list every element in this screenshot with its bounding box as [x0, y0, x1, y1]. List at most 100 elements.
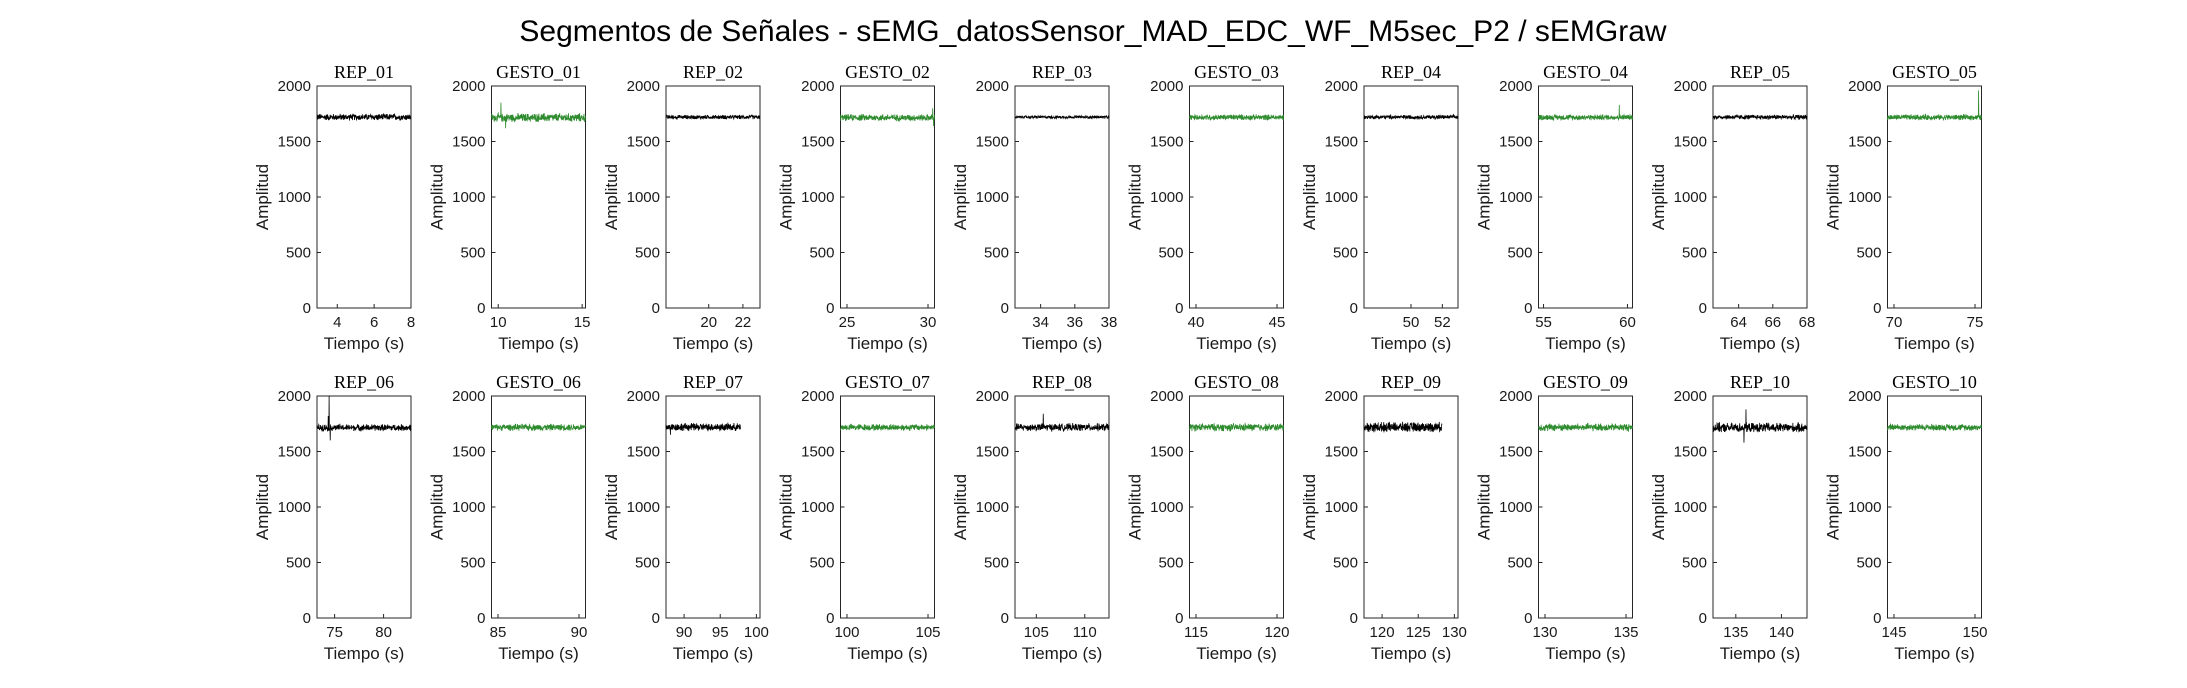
x-tick-label: 135 [1614, 624, 1639, 641]
y-tick-label: 0 [652, 300, 660, 317]
y-tick-label: 1000 [1325, 189, 1358, 206]
panel-rep-10: 0 500 1000 1500 2000 135 140 REP_10 Tiempo (s) Am… [1649, 372, 1808, 663]
signal-trace-gesto-10 [1887, 422, 1982, 432]
y-tick-label: 1000 [1848, 499, 1881, 516]
y-tick-label: 1500 [278, 134, 311, 151]
y-tick-label: 1000 [1499, 189, 1532, 206]
y-tick-label: 500 [1682, 245, 1707, 262]
y-tick-label: 0 [477, 300, 485, 317]
x-axis-label: Tiempo (s) [1022, 334, 1103, 353]
y-axis-label: Amplitud [602, 164, 621, 230]
y-axis-label: Amplitud [428, 164, 447, 230]
panel-rep-01: 0 500 1000 1500 2000 4 6 8 REP_01 Tiempo (s) Ampli… [253, 62, 415, 353]
x-tick-label: 105 [1024, 624, 1049, 641]
x-tick-label: 4 [333, 314, 341, 331]
y-tick-label: 500 [984, 245, 1009, 262]
y-tick-label: 2000 [1499, 78, 1532, 95]
x-tick-label: 6 [370, 314, 378, 331]
y-tick-label: 1500 [1674, 444, 1707, 461]
panel-gesto-06: 0 500 1000 1500 2000 85 90 GESTO_06 Tiempo (s) Am… [428, 372, 588, 663]
y-tick-label: 1500 [1150, 134, 1183, 151]
panel-gesto-05: 0 500 1000 1500 2000 70 75 GESTO_05 Tiempo (s) Am… [1824, 62, 1984, 353]
y-axis-label: Amplitud [1126, 164, 1145, 230]
y-tick-label: 1000 [627, 189, 660, 206]
y-tick-label: 1500 [1325, 134, 1358, 151]
y-tick-label: 1000 [801, 499, 834, 516]
y-tick-label: 0 [1350, 300, 1358, 317]
y-axis-label: Amplitud [253, 474, 272, 540]
x-tick-label: 100 [744, 624, 769, 641]
x-axis-label: Tiempo (s) [498, 334, 579, 353]
y-tick-label: 1500 [801, 134, 834, 151]
axes-frame [1189, 395, 1284, 619]
y-tick-label: 500 [809, 555, 834, 572]
x-tick-label: 125 [1406, 624, 1431, 641]
x-tick-label: 52 [1434, 314, 1451, 331]
y-axis-label: Amplitud [602, 474, 621, 540]
y-tick-label: 1500 [452, 444, 485, 461]
subplot-title: REP_04 [1381, 62, 1441, 82]
x-tick-label: 25 [839, 314, 856, 331]
signal-trace-gesto-09 [1538, 422, 1633, 433]
signal-trace-rep-02 [665, 113, 761, 121]
x-tick-label: 130 [1442, 624, 1467, 641]
x-axis-label: Tiempo (s) [324, 334, 405, 353]
y-tick-label: 0 [826, 610, 834, 627]
y-tick-label: 1500 [1325, 444, 1358, 461]
x-tick-label: 95 [712, 624, 729, 641]
x-axis-label: Tiempo (s) [1545, 644, 1626, 663]
axes-frame [1712, 85, 1808, 309]
y-tick-label: 1500 [1674, 134, 1707, 151]
y-axis-label: Amplitud [428, 474, 447, 540]
y-tick-label: 500 [635, 555, 660, 572]
y-tick-label: 2000 [976, 388, 1009, 405]
y-tick-label: 0 [1699, 610, 1707, 627]
panel-rep-07: 0 500 1000 1500 2000 90 95 100 REP_07 Tiempo (s) A… [602, 372, 769, 663]
y-axis-label: Amplitud [1475, 474, 1494, 540]
y-tick-label: 2000 [1848, 388, 1881, 405]
x-tick-label: 140 [1769, 624, 1794, 641]
x-axis-label: Tiempo (s) [1371, 334, 1452, 353]
x-axis-label: Tiempo (s) [1894, 644, 1975, 663]
y-tick-label: 500 [1507, 245, 1532, 262]
x-tick-label: 55 [1535, 314, 1552, 331]
x-tick-label: 50 [1403, 314, 1420, 331]
signal-trace-rep-10 [1712, 409, 1808, 443]
x-tick-label: 22 [735, 314, 752, 331]
figure-title: Segmentos de Señales - sEMG_datosSensor_… [519, 15, 1666, 48]
axes-frame [665, 85, 761, 309]
y-tick-label: 0 [652, 610, 660, 627]
subplot-title: REP_02 [683, 62, 743, 82]
y-axis-label: Amplitud [253, 164, 272, 230]
x-tick-label: 70 [1886, 314, 1903, 331]
subplot-title: GESTO_06 [496, 372, 581, 392]
y-tick-label: 0 [1175, 610, 1183, 627]
x-tick-label: 135 [1723, 624, 1748, 641]
x-tick-label: 150 [1963, 624, 1988, 641]
y-axis-label: Amplitud [1824, 474, 1843, 540]
y-tick-label: 1500 [1848, 134, 1881, 151]
y-tick-label: 1000 [1499, 499, 1532, 516]
y-tick-label: 1000 [1150, 499, 1183, 516]
signal-trace-gesto-01 [491, 102, 586, 129]
x-axis-label: Tiempo (s) [1371, 644, 1452, 663]
y-tick-label: 0 [1873, 300, 1881, 317]
y-axis-label: Amplitud [951, 474, 970, 540]
subplot-title: REP_06 [334, 372, 394, 392]
x-tick-label: 15 [574, 314, 591, 331]
panel-rep-06: 0 500 1000 1500 2000 75 80 REP_06 Tiempo (s) Ampl… [253, 372, 412, 663]
x-tick-label: 130 [1532, 624, 1557, 641]
y-tick-label: 1000 [278, 189, 311, 206]
x-tick-label: 110 [1073, 624, 1097, 641]
y-tick-label: 1500 [976, 444, 1009, 461]
x-tick-label: 120 [1370, 624, 1395, 641]
x-tick-label: 90 [676, 624, 693, 641]
panel-gesto-02: 0 500 1000 1500 2000 25 30 GESTO_02 Tiempo (s) Am… [777, 62, 937, 353]
x-tick-label: 115 [1184, 624, 1208, 641]
signal-trace-gesto-03 [1189, 113, 1284, 122]
x-tick-label: 38 [1101, 314, 1118, 331]
x-axis-label: Tiempo (s) [1196, 644, 1277, 663]
y-axis-label: Amplitud [1649, 474, 1668, 540]
panel-gesto-09: 0 500 1000 1500 2000 130 135 GESTO_09 Tiempo (s)… [1475, 372, 1639, 663]
subplot-title: REP_07 [683, 372, 743, 392]
